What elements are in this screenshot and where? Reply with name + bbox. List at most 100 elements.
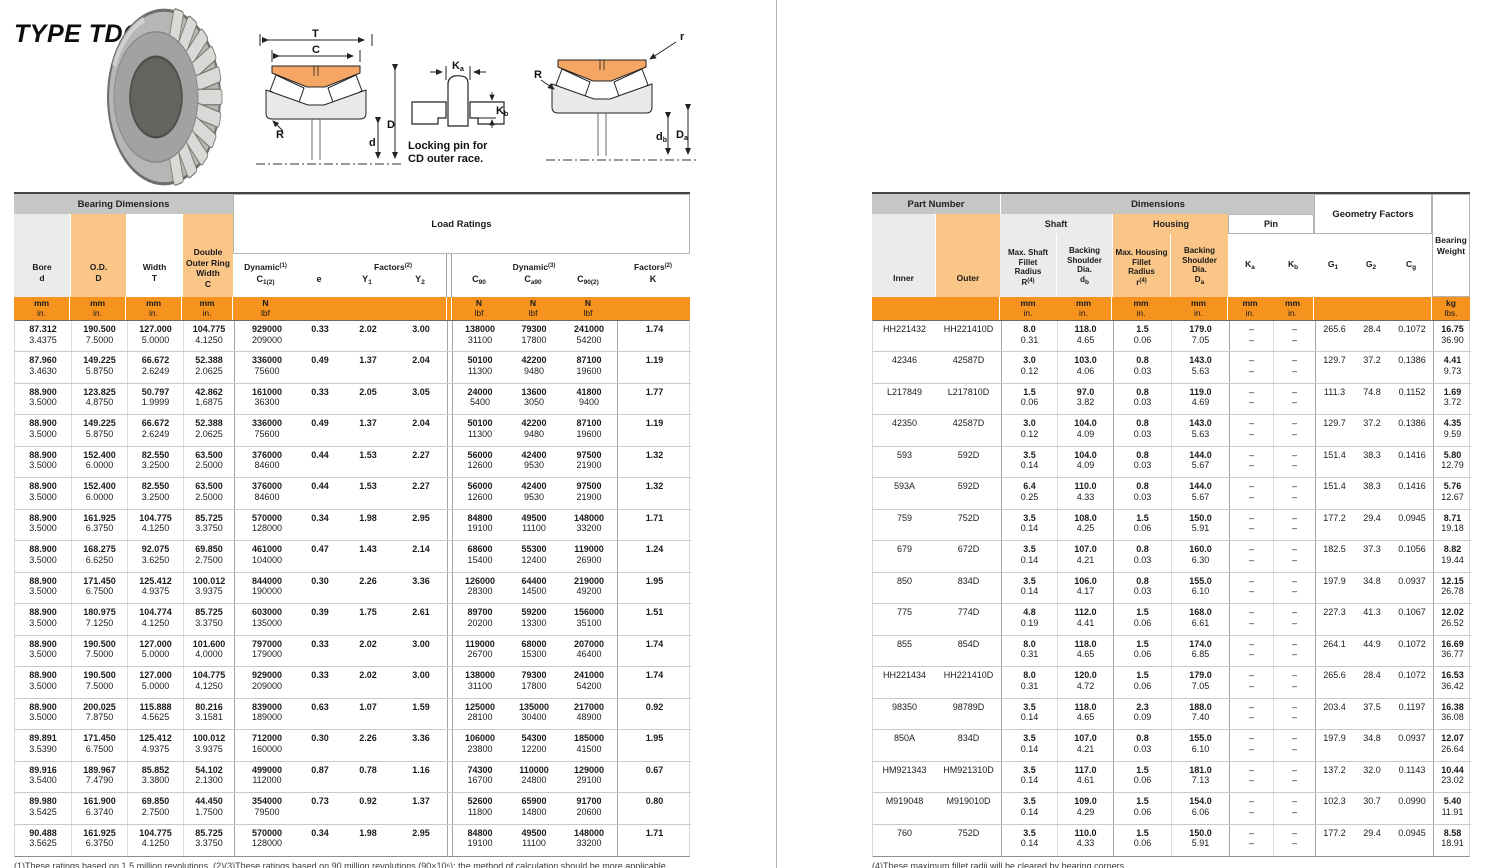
group-separator	[447, 698, 453, 730]
table-row: 88.900 3.5000 168.275 6.6250 92.075 3.6250 …	[15, 541, 691, 573]
cell-y1: 2.05	[359, 386, 377, 397]
table-row: 855 854D 8.0 0.31 118.0 4.65 1.5 0.06 174.0…	[873, 635, 1471, 668]
cell-width: 50.797 1.9999	[127, 383, 183, 415]
cell-e: 0.30	[311, 575, 329, 586]
cell-cg: 0.1416	[1398, 449, 1426, 460]
cell-y1: 1.53	[359, 481, 377, 492]
cell-kb: – –	[1273, 541, 1315, 572]
cell-ca90: 68000 15300	[521, 638, 547, 660]
cell-outer-ring-width: 104.775 4.1250	[183, 667, 234, 698]
table-row: HH221434 HH221410D 8.0 0.31 120.0 4.72 1.5…	[873, 667, 1471, 699]
cell-c902: 156000 35100	[573, 607, 605, 628]
pin-band: Pin	[1228, 214, 1314, 234]
cell-housing-backing: 144.0 5.67	[1171, 446, 1229, 478]
right-table-header: Part Number Dimensions Geometry Factors …	[872, 192, 1470, 320]
cell-ca90: 135000 30400	[518, 701, 550, 723]
cell-inner-part: M919048	[885, 796, 924, 807]
cell-y2: 2.04	[412, 418, 430, 429]
cell-g1: 111.3	[1315, 383, 1353, 415]
cell-bore: 87.960 3.4630	[29, 355, 57, 376]
cell-shaft-backing: 110.0 4.33	[1057, 824, 1113, 856]
cell-housing-fillet: 0.8 0.03	[1113, 478, 1171, 509]
cell-width: 127.000 5.0000	[127, 635, 183, 667]
cell-inner-part: L217849	[886, 386, 923, 397]
cell-bore: 89.916 3.5400	[29, 764, 57, 786]
cell-bore: 88.900 3.5000	[29, 544, 57, 565]
cone-section	[265, 89, 367, 120]
cell-kb: – –	[1273, 824, 1315, 856]
cell-shaft-backing: 118.0 4.65	[1057, 635, 1113, 667]
cell-housing-backing: 155.0 6.10	[1171, 730, 1229, 761]
cell-width: 82.550 3.2500	[127, 478, 183, 509]
cell-c90: 84800 19100	[467, 512, 493, 534]
cell-housing-fillet: 0.8 0.03	[1113, 446, 1171, 478]
cell-shaft-fillet: 3.5 0.14	[1001, 572, 1057, 604]
dim-C-label: C	[312, 44, 320, 56]
bearing-dimensions-band: Bearing Dimensions	[14, 194, 233, 214]
cell-ca90: 42200 9480	[521, 355, 547, 376]
group-separator	[447, 572, 453, 604]
cell-od: 168.275 6.6250	[71, 541, 127, 572]
cell-c902: 91700 20600	[576, 796, 602, 817]
cell-housing-backing: 144.0 5.67	[1171, 478, 1229, 509]
cell-k: 1.74	[617, 667, 691, 698]
cell-shaft-fillet: 8.0 0.31	[1001, 321, 1057, 352]
cell-ka: – –	[1229, 698, 1273, 730]
cell-g1: 137.2	[1315, 761, 1353, 793]
cell-ka: – –	[1229, 321, 1273, 352]
load-ratings-band: Load Ratings	[233, 194, 690, 254]
cell-outer-part: 854D	[957, 638, 980, 649]
table-row: 760 752D 3.5 0.14 110.0 4.33 1.5 0.06 150.0…	[873, 824, 1471, 856]
housing-left	[411, 101, 447, 125]
cell-y1: 1.75	[359, 607, 377, 618]
cell-bore: 88.900 3.5000	[29, 670, 57, 691]
dim-Da-label: Da	[676, 129, 688, 142]
cell-ka: – –	[1229, 604, 1273, 635]
symbol-k: K	[649, 274, 657, 284]
cell-housing-fillet: 1.5 0.06	[1113, 793, 1171, 824]
cell-housing-backing: 188.0 7.40	[1171, 698, 1229, 730]
right-units-row: mm in. mm in. mm in. mm in. mm in. mm in. kg lb…	[872, 297, 1470, 320]
cell-inner-part: 593A	[893, 481, 916, 492]
cell-shaft-fillet: 6.4 0.25	[1001, 478, 1057, 509]
cell-kb: – –	[1273, 352, 1315, 383]
group-dynamic1: Dynamic(1)	[244, 262, 287, 272]
group-factors2: Factors(2)	[373, 262, 413, 272]
dimensions-band: Dimensions	[1000, 194, 1315, 214]
cell-outer-part: HH221410D	[943, 324, 994, 334]
radius-R-label: R	[534, 69, 542, 81]
shaft-band: Shaft	[1000, 214, 1112, 234]
dim-T-label: T	[312, 28, 319, 40]
cell-c902: 241000 54200	[573, 324, 605, 345]
cell-g2: 44.9	[1363, 638, 1381, 649]
cell-c902: 87100 19600	[576, 418, 602, 439]
cell-shaft-fillet: 3.5 0.14	[1001, 730, 1057, 761]
cell-g2: 29.4	[1363, 827, 1381, 838]
cell-shaft-backing: 104.0 4.09	[1057, 446, 1113, 478]
cell-e: 0.49	[311, 418, 329, 429]
cell-ca90: 49500 11100	[521, 827, 547, 849]
cell-width: 125.412 4.9375	[127, 572, 183, 604]
cell-g1: 265.6	[1315, 667, 1353, 698]
cell-bore: 89.980 3.5425	[29, 796, 57, 817]
cell-od: 190.500 7.5000	[71, 635, 127, 667]
cell-y2: 3.00	[412, 324, 430, 334]
cell-g1: 197.9	[1315, 572, 1353, 604]
cell-y2: 1.16	[412, 764, 430, 775]
cell-kb: – –	[1273, 383, 1315, 415]
cell-shaft-fillet: 1.5 0.06	[1001, 383, 1057, 415]
cell-width: 69.850 2.7500	[127, 793, 183, 824]
cell-ca90: 65900 14800	[521, 796, 547, 817]
cell-y1: 1.37	[359, 355, 377, 366]
cell-ka: – –	[1229, 446, 1273, 478]
cell-g2: 34.8	[1363, 575, 1381, 586]
symbol-c902: C90(2)	[577, 274, 599, 286]
cell-shaft-backing: 104.0 4.09	[1057, 415, 1113, 446]
cell-y2: 2.04	[412, 355, 430, 366]
double-cup-section	[271, 65, 361, 88]
group-separator	[447, 793, 453, 824]
cell-kb: – –	[1273, 698, 1315, 730]
part-number-table: Part Number Dimensions Geometry Factors …	[872, 192, 1471, 857]
table-row: 88.900 3.5000 190.500 7.5000 127.000 5.0000…	[15, 635, 691, 668]
cell-weight: 12.02 26.52	[1433, 604, 1471, 635]
